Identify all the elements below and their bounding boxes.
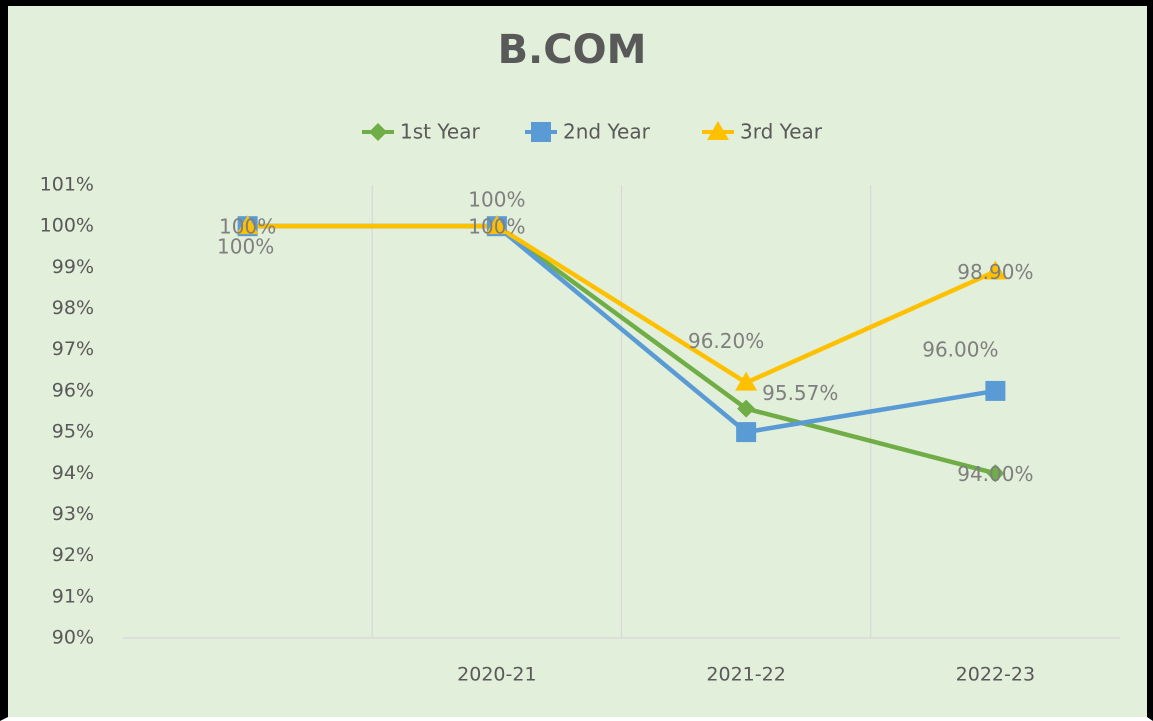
marker xyxy=(736,422,757,443)
x-tick-label: 2022-23 xyxy=(956,664,1035,686)
y-tick-label: 94% xyxy=(52,462,94,484)
legend-label: 2nd Year xyxy=(563,120,651,144)
y-tick-label: 99% xyxy=(52,256,94,278)
y-tick-label: 96% xyxy=(52,379,94,401)
marker xyxy=(531,122,551,142)
marker xyxy=(986,464,1005,483)
y-tick-label: 91% xyxy=(52,585,94,607)
y-tick-label: 93% xyxy=(52,503,94,525)
y-tick-label: 101% xyxy=(40,174,94,196)
marker xyxy=(985,380,1006,401)
x-tick-label: 2021-22 xyxy=(706,664,785,686)
data-label: 100% xyxy=(468,215,525,239)
data-label: 95.57% xyxy=(762,381,838,405)
data-label: 96.00% xyxy=(922,337,998,361)
y-tick-label: 90% xyxy=(52,627,94,649)
chart-title: B.COM xyxy=(498,27,647,73)
marker xyxy=(369,123,387,141)
legend-label: 1st Year xyxy=(400,120,480,144)
y-tick-label: 95% xyxy=(52,421,94,443)
marker xyxy=(737,399,756,418)
y-tick-label: 98% xyxy=(52,297,94,319)
y-tick-label: 100% xyxy=(40,215,94,237)
legend-label: 3rd Year xyxy=(740,120,823,144)
marker xyxy=(485,215,508,235)
series-line xyxy=(247,223,997,385)
x-tick-label: 2020-21 xyxy=(457,664,536,686)
data-label: 100% xyxy=(468,188,525,212)
data-label: 96.20% xyxy=(688,329,764,353)
marker xyxy=(236,215,259,235)
data-label: 94.00% xyxy=(957,462,1033,486)
data-label: 98.90% xyxy=(957,260,1033,284)
y-tick-label: 97% xyxy=(52,338,94,360)
marker xyxy=(984,260,1007,280)
data-label: 100% xyxy=(217,235,274,259)
marker xyxy=(735,371,758,391)
y-tick-label: 92% xyxy=(52,544,94,566)
data-label: 100% xyxy=(219,215,276,239)
marker xyxy=(707,121,729,140)
